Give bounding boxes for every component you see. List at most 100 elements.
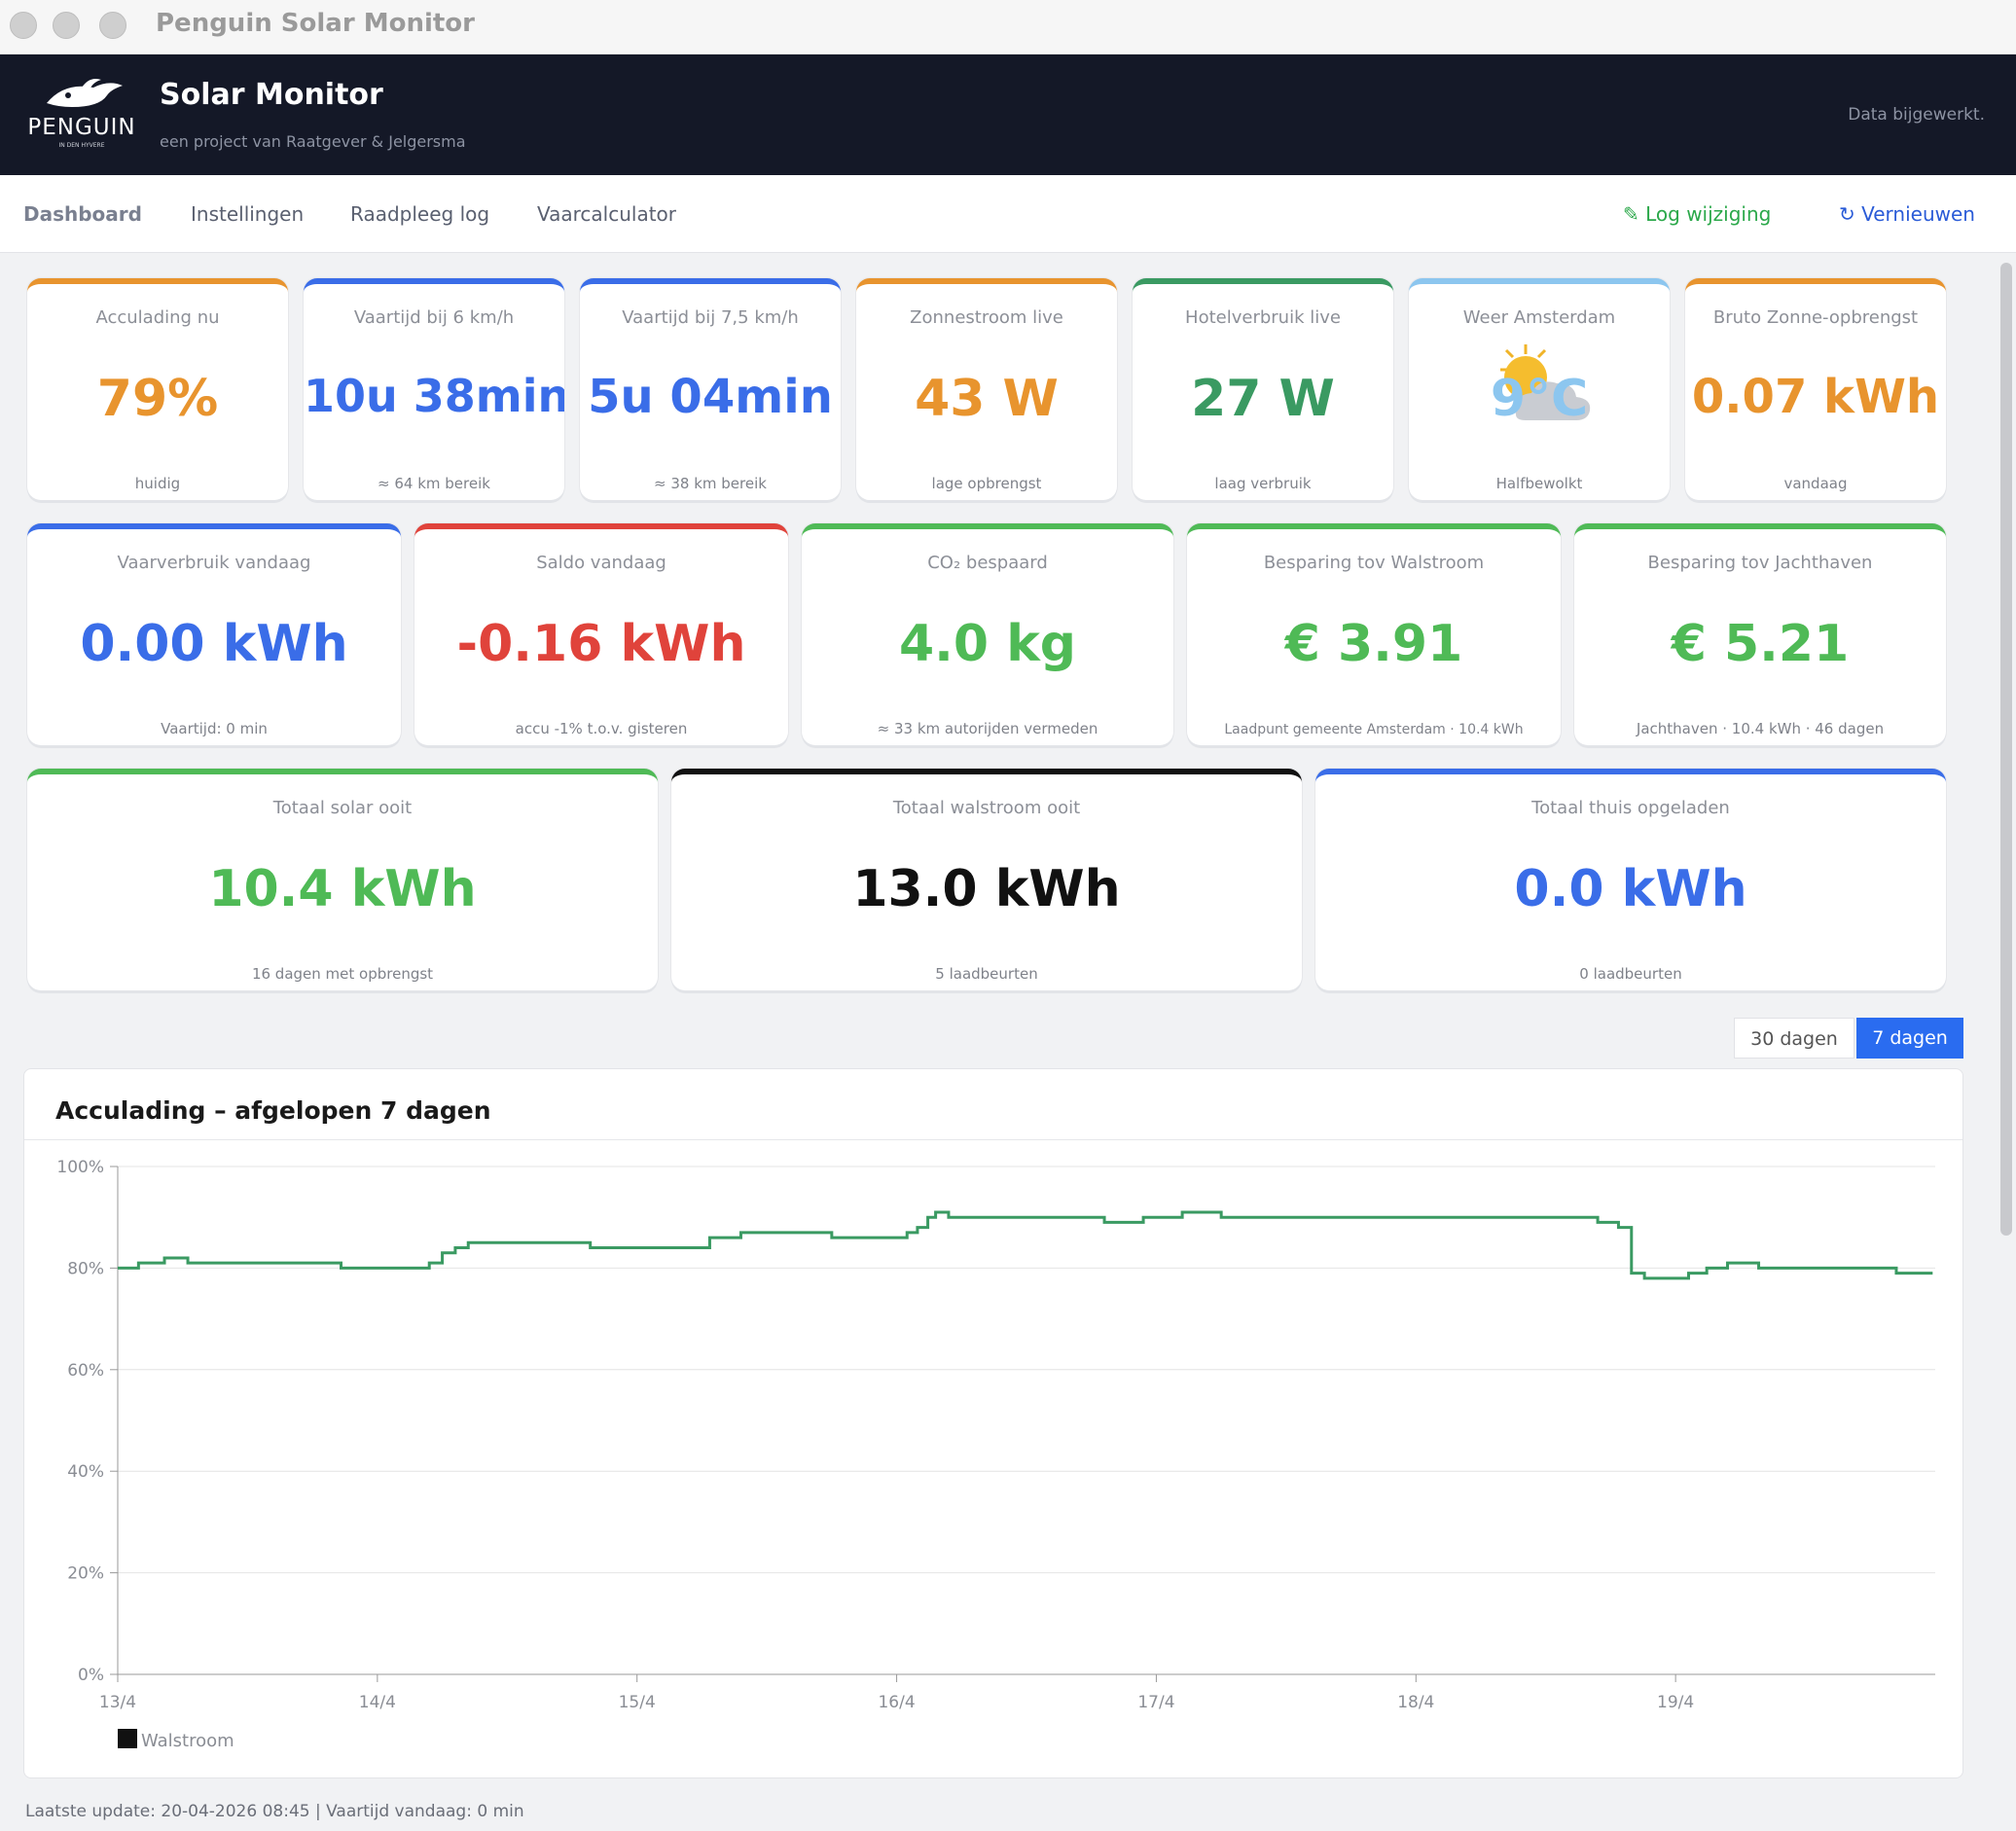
card-sub: Halfbewolkt [1495,475,1583,492]
stat-card-vaarverbruik: Vaarverbruik vandaag 0.00 kWh Vaartijd: … [27,523,401,745]
card-label: Zonnestroom live [910,307,1063,328]
card-sub: Vaartijd: 0 min [161,720,268,737]
acculading-chart-card: Acculading – afgelopen 7 dagen 0% 20% 40% 6… [23,1068,1963,1778]
card-label: Besparing tov Walstroom [1263,553,1485,573]
card-value: 79% [96,370,219,428]
card-sub: Laadpunt gemeente Amsterdam · 10.4 kWh [1224,722,1524,737]
card-sub: vandaag [1783,475,1848,492]
chart-grid [118,1166,1935,1675]
card-sub: huidig [134,475,181,492]
data-status: Data bijgewerkt. [1848,105,1985,125]
x-tick-label: 17/4 [1137,1693,1174,1712]
weather-temperature: 9°C [1490,370,1589,428]
stat-card-besparing-jachthaven: Besparing tov Jachthaven € 5.21 Jachthav… [1574,523,1946,745]
stat-card-vaartijd-6: Vaartijd bij 6 km/h 10u 38min ≈ 64 km be… [304,278,564,500]
y-tick-label: 20% [67,1564,104,1584]
card-value: € 5.21 [1671,615,1850,673]
x-tick-label: 19/4 [1657,1693,1694,1712]
stat-card-bruto-zonne: Bruto Zonne-opbrengst 0.07 kWh vandaag [1685,278,1946,500]
card-sub: 0 laadbeurten [1579,965,1682,983]
card-label: Acculading nu [95,307,220,328]
logo-word: PENGUIN [27,115,136,140]
vernieuwen-button[interactable]: ↻ Vernieuwen [1839,202,1975,226]
x-tick-label: 16/4 [878,1693,915,1712]
maximize-window-button[interactable] [99,12,126,39]
card-value: 0.07 kWh [1691,370,1940,424]
penguin-logo: PENGUIN IN DEN HYVERE [25,74,138,162]
card-sub: ≈ 64 km bereik [378,475,490,492]
range-30-dagen-button[interactable]: 30 dagen [1734,1018,1854,1059]
stat-card-totaal-walstroom: Totaal walstroom ooit 13.0 kWh 5 laadbeu… [671,769,1302,990]
card-label: Vaartijd bij 7,5 km/h [622,307,799,328]
stat-card-zonnestroom: Zonnestroom live 43 W lage opbrengst [856,278,1117,500]
card-value: 13.0 kWh [852,860,1121,918]
card-label: Totaal walstroom ooit [892,798,1081,818]
footer-status: Laatste update: 20-04-2026 08:45 | Vaart… [25,1802,524,1821]
legend-swatch [118,1729,137,1748]
card-label: Vaartijd bij 6 km/h [353,307,515,328]
nav-vaarcalculator[interactable]: Vaarcalculator [537,202,677,226]
card-sub: 5 laadbeurten [935,965,1038,983]
scrollbar-thumb[interactable] [2000,263,2012,1236]
card-label: Weer Amsterdam [1462,307,1616,328]
chart-legend: Walstroom [118,1729,234,1751]
app-subtitle: een project van Raatgever & Jelgersma [160,132,466,151]
stat-card-totaal-thuis: Totaal thuis opgeladen 0.0 kWh 0 laadbeu… [1315,769,1946,990]
close-window-button[interactable] [10,12,37,39]
card-label: Totaal thuis opgeladen [1531,798,1730,818]
legend-label: Walstroom [141,1731,234,1751]
card-label: Besparing tov Jachthaven [1647,553,1873,573]
stat-card-besparing-walstroom: Besparing tov Walstroom € 3.91 Laadpunt … [1187,523,1561,745]
chart-divider [24,1139,1962,1140]
penguin-bird-icon [47,79,123,107]
card-label: CO₂ bespaard [927,553,1048,573]
range-7-dagen-button[interactable]: 7 dagen [1856,1018,1963,1059]
card-sub: Jachthaven · 10.4 kWh · 46 dagen [1636,720,1885,737]
main-nav: Dashboard Instellingen Raadpleeg log Vaa… [0,175,2016,253]
y-tick-label: 100% [56,1158,104,1177]
card-value: 10u 38min [304,370,564,422]
nav-instellingen[interactable]: Instellingen [191,202,305,226]
y-tick-label: 60% [67,1361,104,1381]
card-value: 43 W [915,370,1059,428]
x-tick-label: 18/4 [1397,1693,1434,1712]
window-title: Penguin Solar Monitor [156,9,475,38]
acculading-series-line [118,1210,1933,1280]
card-value: 27 W [1191,370,1335,428]
stat-card-vaartijd-7-5: Vaartijd bij 7,5 km/h 5u 04min ≈ 38 km b… [580,278,841,500]
acculading-chart: 0% 20% 40% 60% 80% 100% 13/4 14/4 15/4 16/4 17/4 18… [56,1158,1935,1751]
card-value: 0.0 kWh [1514,860,1747,918]
card-value: 4.0 kg [898,615,1077,673]
stat-card-totaal-solar: Totaal solar ooit 10.4 kWh 16 dagen met … [27,769,658,990]
log-wijziging-button[interactable]: ✎ Log wijziging [1623,202,1772,226]
logo-tagline: IN DEN HYVERE [58,142,105,149]
card-label: Totaal solar ooit [272,798,413,818]
card-sub: lage opbrengst [931,475,1042,492]
stat-card-acculading: Acculading nu 79% huidig [27,278,288,500]
card-sub: 16 dagen met opbrengst [251,965,434,983]
chart-axes: 0% 20% 40% 60% 80% 100% 13/4 14/4 15/4 16/4 17/4 18… [56,1158,1935,1712]
nav-dashboard[interactable]: Dashboard [23,202,142,226]
card-label: Vaarverbruik vandaag [117,553,311,573]
card-value: 5u 04min [588,370,833,424]
minimize-window-button[interactable] [53,12,80,39]
stat-card-saldo: Saldo vandaag -0.16 kWh accu -1% t.o.v. … [414,523,788,745]
nav-raadpleeg-log[interactable]: Raadpleeg log [350,202,490,226]
y-tick-label: 40% [67,1462,104,1482]
card-sub: ≈ 33 km autorijden vermeden [877,720,1098,737]
card-sub: accu -1% t.o.v. gisteren [515,720,688,737]
app-header: PENGUIN IN DEN HYVERE Solar Monitor een … [0,54,2016,175]
card-label: Hotelverbruik live [1185,307,1341,328]
x-tick-label: 15/4 [619,1693,656,1712]
x-tick-label: 13/4 [99,1693,136,1712]
stat-card-weer: Weer Amsterdam 9°C Halfbewolkt [1409,278,1670,500]
chart-title: Acculading – afgelopen 7 dagen [55,1096,491,1125]
card-label: Bruto Zonne-opbrengst [1712,307,1919,328]
card-sub: ≈ 38 km bereik [654,475,767,492]
card-label: Saldo vandaag [536,553,666,573]
stat-card-co2: CO₂ bespaard 4.0 kg ≈ 33 km autorijden v… [802,523,1173,745]
card-value: -0.16 kWh [456,615,746,673]
card-value: € 3.91 [1284,615,1463,673]
app-title: Solar Monitor [160,78,383,112]
stat-card-hotelverbruik: Hotelverbruik live 27 W laag verbruik [1133,278,1393,500]
